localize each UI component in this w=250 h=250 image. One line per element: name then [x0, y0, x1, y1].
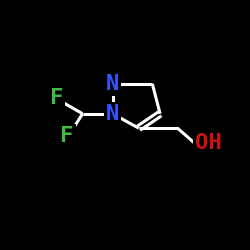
Text: OH: OH [195, 133, 222, 153]
Text: F: F [50, 88, 63, 108]
Text: F: F [60, 126, 74, 146]
Text: N: N [106, 74, 119, 94]
Text: N: N [106, 104, 119, 124]
